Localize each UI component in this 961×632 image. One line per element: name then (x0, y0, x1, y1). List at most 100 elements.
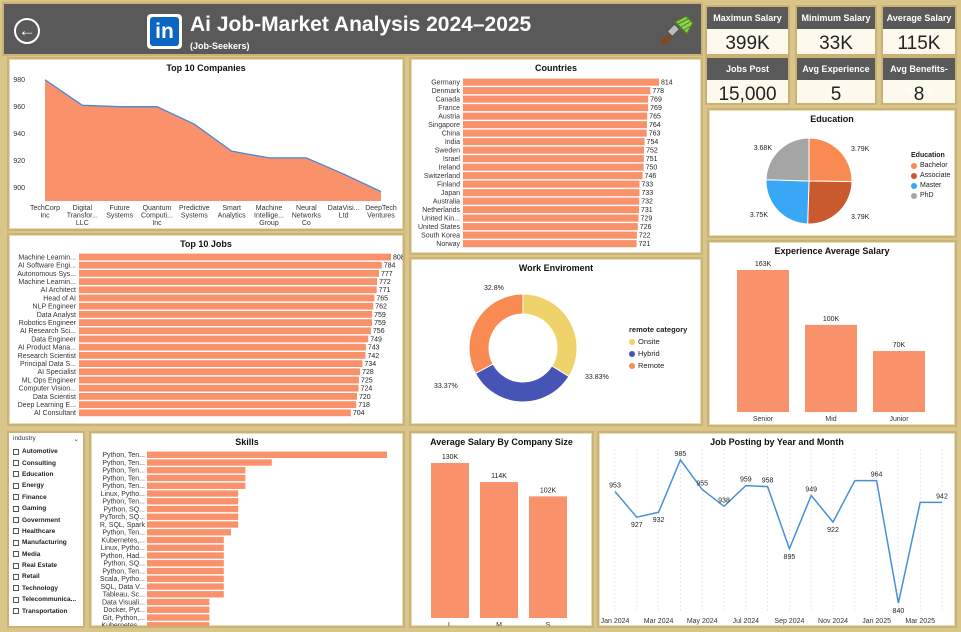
experience-salary-chart[interactable]: 163K Senior 100K Mid 70K Junior (709, 242, 955, 425)
slice[interactable] (808, 137, 853, 183)
slicer-item[interactable]: Government (13, 514, 79, 525)
bar[interactable] (463, 87, 651, 95)
checkbox[interactable] (13, 528, 19, 535)
bar[interactable] (147, 614, 210, 621)
bar[interactable] (79, 311, 373, 318)
bar[interactable] (463, 206, 640, 214)
slicer-item[interactable]: Consulting (13, 457, 79, 468)
bar[interactable] (79, 302, 374, 310)
bar[interactable] (147, 513, 239, 520)
series-line[interactable] (614, 458, 942, 604)
bar[interactable] (79, 343, 366, 351)
work-environment-donut[interactable]: 33.83% 33.37% 32.8% (411, 259, 621, 424)
bar[interactable] (79, 270, 380, 277)
legend-item[interactable]: Master (911, 182, 950, 189)
checkbox[interactable] (13, 505, 19, 512)
bar[interactable] (463, 95, 649, 103)
legend-item[interactable]: Onsite (629, 337, 687, 346)
slice[interactable] (522, 293, 578, 378)
bar[interactable] (463, 138, 645, 146)
paint-brush-icon[interactable] (656, 12, 696, 52)
education-pie[interactable]: 3.79K 3.79K 3.75K 3.68K (709, 110, 904, 236)
bar[interactable] (529, 496, 567, 618)
bar[interactable] (79, 286, 377, 294)
legend-item[interactable]: Hybrid (629, 349, 687, 358)
bar[interactable] (463, 223, 638, 231)
checkbox[interactable] (13, 573, 19, 580)
company-size-chart[interactable]: 130K L 114K M 102K S (411, 433, 592, 626)
chevron-down-icon[interactable]: ⌄ (73, 436, 79, 443)
bar[interactable] (463, 189, 640, 197)
checkbox[interactable] (13, 551, 19, 558)
bar[interactable] (147, 583, 224, 590)
legend-item[interactable]: Remote (629, 361, 687, 370)
bar[interactable] (480, 482, 518, 618)
bar[interactable] (147, 498, 239, 505)
bar[interactable] (147, 552, 224, 559)
job-posting-chart[interactable]: 953 927 932 985 955 938 959 958 895 949 922 964 840 9… (599, 433, 955, 626)
bar[interactable] (79, 327, 371, 335)
bar[interactable] (147, 575, 224, 582)
bar[interactable] (463, 146, 645, 154)
bar[interactable] (147, 505, 239, 513)
top-jobs-chart[interactable]: Machine Learnin... 808 AI Software Engi...… (9, 235, 403, 424)
bar[interactable] (147, 560, 224, 567)
checkbox[interactable] (13, 471, 19, 478)
bar[interactable] (147, 606, 210, 613)
slice[interactable] (474, 363, 570, 403)
bar[interactable] (79, 352, 366, 359)
bar[interactable] (463, 78, 659, 86)
checkbox[interactable] (13, 448, 19, 455)
slicer-item[interactable]: Real Estate (13, 560, 79, 571)
slicer-item[interactable]: Energy (13, 480, 79, 491)
bar[interactable] (147, 482, 246, 489)
bar[interactable] (79, 409, 351, 417)
bar[interactable] (79, 278, 378, 285)
slicer-item[interactable]: Retail (13, 571, 79, 582)
slicer-item[interactable]: Healthcare (13, 526, 79, 537)
checkbox[interactable] (13, 517, 19, 524)
bar[interactable] (463, 112, 648, 120)
slicer-item[interactable]: Automotive (13, 446, 79, 457)
bar[interactable] (79, 376, 359, 384)
bar[interactable] (147, 536, 224, 544)
slicer-item[interactable]: Media (13, 549, 79, 560)
bar[interactable] (463, 129, 647, 137)
slicer-item[interactable]: Education (13, 469, 79, 480)
slicer-item[interactable]: Telecommunica... (13, 594, 79, 605)
bar[interactable] (463, 163, 644, 171)
bar[interactable] (147, 451, 387, 458)
bar[interactable] (79, 261, 382, 269)
bar[interactable] (79, 384, 359, 392)
slicer-item[interactable]: Manufacturing (13, 537, 79, 548)
bar[interactable] (79, 319, 373, 326)
bar[interactable] (463, 104, 649, 112)
bar[interactable] (463, 172, 643, 180)
bar[interactable] (147, 567, 224, 575)
bar[interactable] (147, 591, 224, 598)
bar[interactable] (79, 253, 391, 261)
bar[interactable] (463, 180, 640, 188)
slice[interactable] (765, 179, 810, 225)
bar[interactable] (79, 368, 361, 376)
bar[interactable] (147, 490, 239, 497)
checkbox[interactable] (13, 596, 19, 603)
countries-chart[interactable]: Germany 814 Denmark 778 Canada 769 France 769 Au… (411, 59, 701, 253)
slice[interactable] (765, 137, 810, 182)
slicer-item[interactable]: Finance (13, 492, 79, 503)
checkbox[interactable] (13, 585, 19, 592)
back-arrow-icon[interactable]: ← (14, 18, 40, 44)
bar[interactable] (147, 521, 239, 528)
bar[interactable] (463, 231, 637, 239)
legend-item[interactable]: Bachelor (911, 162, 950, 169)
bar[interactable] (873, 351, 925, 412)
bar[interactable] (147, 474, 246, 482)
bar[interactable] (737, 270, 789, 412)
area-line[interactable] (44, 79, 382, 193)
bar[interactable] (147, 544, 224, 551)
checkbox[interactable] (13, 539, 19, 546)
checkbox[interactable] (13, 482, 19, 489)
bar[interactable] (79, 360, 363, 367)
legend-item[interactable]: PhD (911, 192, 950, 199)
slicer-item[interactable]: Gaming (13, 503, 79, 514)
